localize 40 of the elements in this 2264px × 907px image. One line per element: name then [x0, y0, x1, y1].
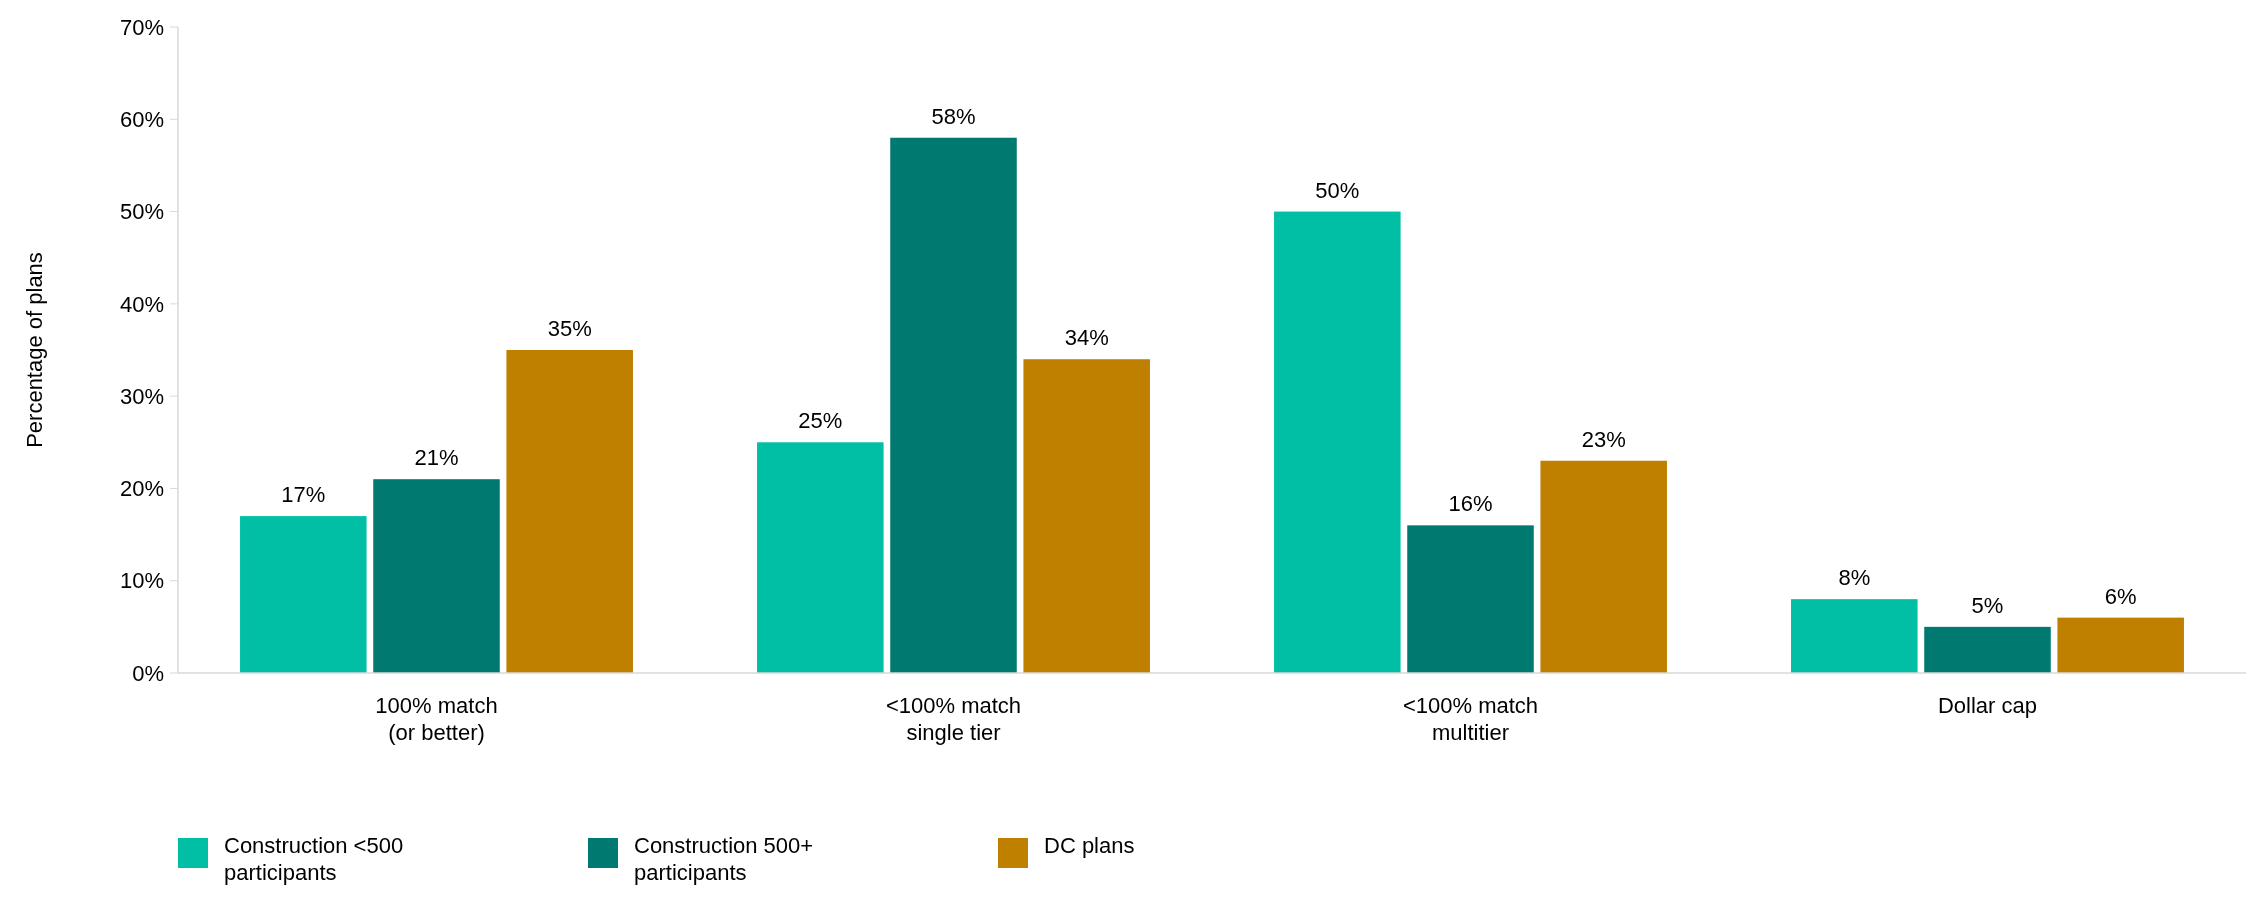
y-tick-label: 60%	[119, 106, 164, 132]
bar	[240, 516, 367, 673]
data-label: 6%	[2104, 583, 2137, 609]
data-label: 50%	[1315, 177, 1360, 203]
bar	[1791, 599, 1918, 673]
bar	[373, 479, 500, 673]
data-label: 23%	[1581, 426, 1626, 452]
bar	[506, 350, 633, 673]
bar	[1540, 460, 1667, 673]
x-tick-label: 100% match (or better)	[375, 693, 498, 745]
y-tick-label: 30%	[119, 383, 164, 409]
bar	[2057, 617, 2184, 673]
y-tick-label: 10%	[119, 568, 164, 594]
data-label: 17%	[281, 482, 326, 508]
legend-label: DC plans	[1044, 833, 1135, 858]
y-tick-label: 70%	[119, 14, 164, 40]
bar	[1924, 626, 2051, 673]
x-tick-label: <100% match single tier	[885, 693, 1022, 745]
data-label: 16%	[1448, 491, 1493, 517]
x-tick-label: Dollar cap	[1937, 693, 2038, 718]
y-axis-title: Percentage of plans	[22, 252, 47, 448]
y-tick-label: 0%	[132, 660, 164, 686]
bar	[1407, 525, 1534, 673]
bar	[757, 442, 884, 673]
legend-label: Construction 500+ participants	[634, 833, 814, 885]
data-label: 25%	[798, 408, 843, 434]
legend-label: Construction <500 participants	[224, 833, 404, 885]
data-label: 58%	[931, 103, 976, 129]
bar	[1023, 359, 1150, 673]
y-tick-label: 20%	[119, 476, 164, 502]
bar	[890, 137, 1017, 673]
x-tick-label: <100% match multitier	[1402, 693, 1539, 745]
y-tick-label: 40%	[119, 291, 164, 317]
data-label: 8%	[1838, 565, 1871, 591]
data-label: 21%	[414, 445, 459, 471]
y-tick-label: 50%	[119, 199, 164, 225]
data-label: 34%	[1064, 325, 1109, 351]
bar	[1274, 211, 1401, 673]
data-label: 35%	[547, 316, 592, 341]
data-label: 5%	[1971, 592, 2004, 618]
